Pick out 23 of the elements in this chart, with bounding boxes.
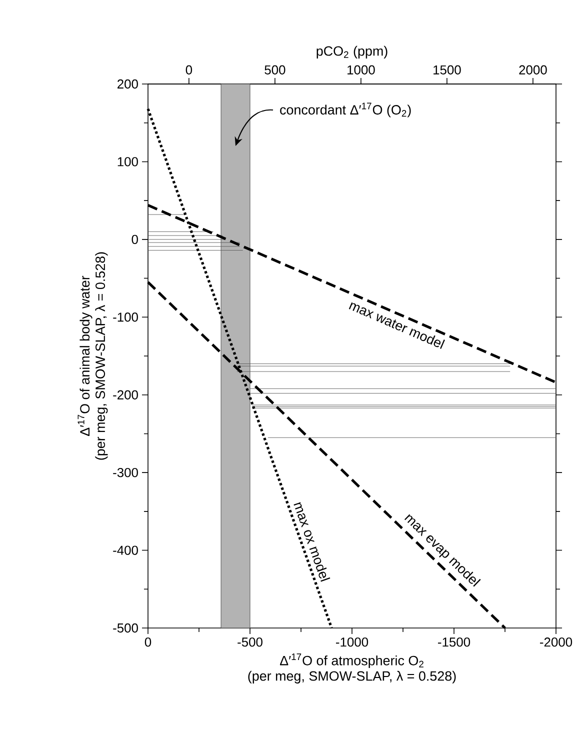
x-tick-label: -500 [238,638,262,647]
text: max water model [348,302,445,349]
x2-tick-label: 1500 [434,65,461,74]
y-tick-label: -200 [113,390,138,400]
x-tick-label: -1000 [336,638,368,647]
y-tick-label: 200 [118,79,138,89]
x2-axis-title: pCO$_{2}$ (ppm) [316,46,388,58]
y-tick-label: -100 [113,312,138,322]
x2-tick-label: 0 [186,65,192,74]
y-tick-label: -300 [113,468,138,478]
x-axis-title: Δ′$^{17}$O of atmospheric O$_{2}$ (per meg, SMOW-SLAP, λ = 0.528) [248,654,456,684]
y-tick-label: -500 [113,623,138,633]
y-tick-label: 100 [118,157,138,166]
x-tick-label: -1500 [438,638,470,647]
x-tick-label: 0 [144,638,152,647]
x2-tick-label: 1000 [348,65,375,74]
band-label: concordant Δ′$^{17}$O (O$_{2}$) [280,102,411,118]
x2-tick-label: 500 [264,65,286,74]
y-tick-label: -400 [113,546,138,555]
text: max ox model [294,502,330,582]
y-tick-label: 0 [132,234,138,244]
x-tick-label: -2000 [540,638,572,647]
x2-tick-label: 2000 [519,65,547,74]
